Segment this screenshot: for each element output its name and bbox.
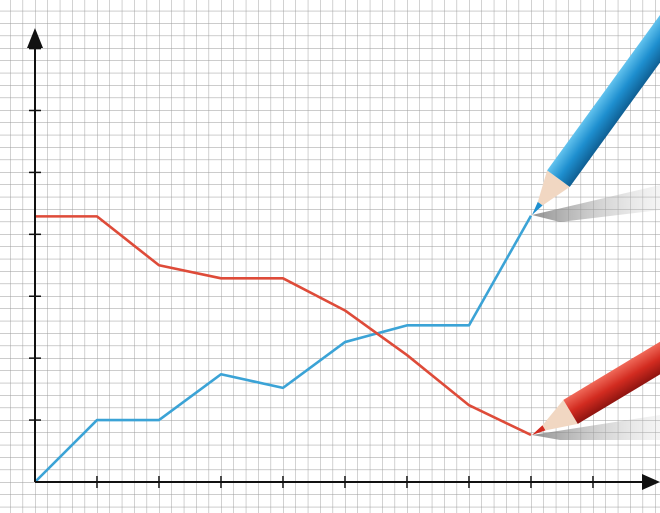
line [34,215,533,483]
red-pencil [532,265,660,435]
blue-pencil [532,0,660,215]
pencil-shadow [532,415,660,440]
plot [34,215,533,483]
pencil-shadow [532,185,660,222]
y-axis-arrow [27,28,43,48]
line [35,215,532,437]
x-axis-arrow [642,474,660,490]
